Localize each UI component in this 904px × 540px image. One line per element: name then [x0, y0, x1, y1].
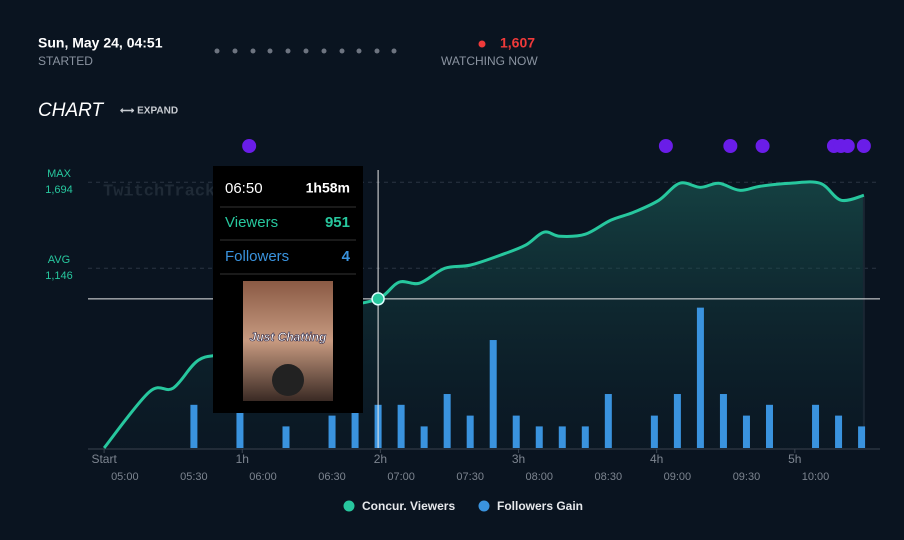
followers-bar [650, 415, 658, 448]
followers-bar [742, 415, 750, 448]
followers-bar [443, 394, 451, 448]
followers-bar [190, 404, 198, 448]
x-tick-label-clock: 09:00 [664, 471, 692, 483]
x-tick-label-clock: 07:00 [387, 471, 415, 483]
x-tick-label-clock: 06:30 [318, 471, 346, 483]
followers-bar [236, 404, 244, 448]
x-tick-label-clock: 08:30 [595, 471, 623, 483]
followers-bar [558, 426, 566, 448]
followers-bar [489, 340, 497, 448]
x-tick-label: 4h [650, 452, 663, 466]
event-marker [242, 139, 257, 153]
crosshair-point [371, 292, 385, 306]
y-tick-name: AVG [48, 254, 70, 266]
followers-bar [765, 404, 773, 448]
event-marker [840, 139, 855, 153]
followers-bar [719, 394, 727, 448]
progress-dots [214, 48, 397, 54]
x-tick-label: 3h [512, 452, 525, 466]
legend-swatch [478, 500, 490, 512]
followers-bar [604, 394, 612, 448]
followers-bar [812, 404, 820, 448]
x-tick-label-clock: 05:00 [111, 471, 139, 483]
started-label: STARTED [38, 54, 93, 68]
thumbnail-mic [272, 364, 304, 396]
y-tick-label: 1,694 [45, 184, 73, 196]
tooltip-viewers-label: Viewers [225, 214, 278, 231]
followers-bar [328, 415, 336, 448]
tooltip: 06:50 1h58m Viewers 951 Followers 4 Just Chatt… [213, 166, 363, 413]
y-tick-label: 1,146 [45, 270, 73, 282]
tooltip-followers-label: Followers [225, 248, 289, 265]
followers-bar [535, 426, 543, 448]
tooltip-followers: 4 [342, 248, 351, 265]
watching-label: WATCHING NOW [441, 54, 538, 68]
followers-bar [282, 426, 290, 448]
tooltip-viewers: 951 [325, 214, 350, 231]
followers-bar [581, 426, 589, 448]
watermark: TwitchTracker [103, 182, 236, 201]
tooltip-time: 06:50 [225, 180, 263, 197]
followers-bar [835, 415, 843, 448]
event-marker [723, 139, 738, 153]
expand-button[interactable]: ⟷ EXPAND [120, 106, 178, 117]
x-tick-label-clock: 10:00 [802, 471, 830, 483]
legend-swatch [343, 500, 355, 512]
x-tick-label-clock: 08:00 [525, 471, 553, 483]
followers-bar [351, 404, 359, 448]
event-marker [755, 139, 770, 153]
x-tick-label-clock: 09:30 [733, 471, 761, 483]
followers-bar [466, 415, 474, 448]
x-tick-label-clock: 05:30 [180, 471, 208, 483]
x-tick-label: 5h [788, 452, 801, 466]
live-dot [478, 40, 486, 48]
tooltip-duration: 1h58m [306, 180, 350, 196]
followers-bar [420, 426, 428, 448]
started-time: Sun, May 24, 04:51 [38, 35, 163, 51]
x-tick-label-clock: 06:00 [249, 471, 277, 483]
section-title: CHART [38, 100, 104, 121]
legend-label: Concur. Viewers [362, 499, 455, 513]
x-tick-label: Start [91, 452, 117, 466]
x-tick-label-clock: 07:30 [456, 471, 484, 483]
followers-bar [512, 415, 520, 448]
followers-bar [397, 404, 405, 448]
y-tick-name: MAX [47, 168, 72, 180]
event-marker [856, 139, 871, 153]
x-tick-label: 2h [374, 452, 387, 466]
watching-count: 1,607 [500, 35, 535, 51]
followers-bar [858, 426, 866, 448]
event-marker [658, 139, 673, 153]
followers-bar [673, 394, 681, 448]
x-tick-label: 1h [236, 452, 249, 466]
legend-label: Followers Gain [497, 499, 583, 513]
followers-bar [696, 307, 704, 448]
category-name: Just Chatting [250, 330, 327, 344]
